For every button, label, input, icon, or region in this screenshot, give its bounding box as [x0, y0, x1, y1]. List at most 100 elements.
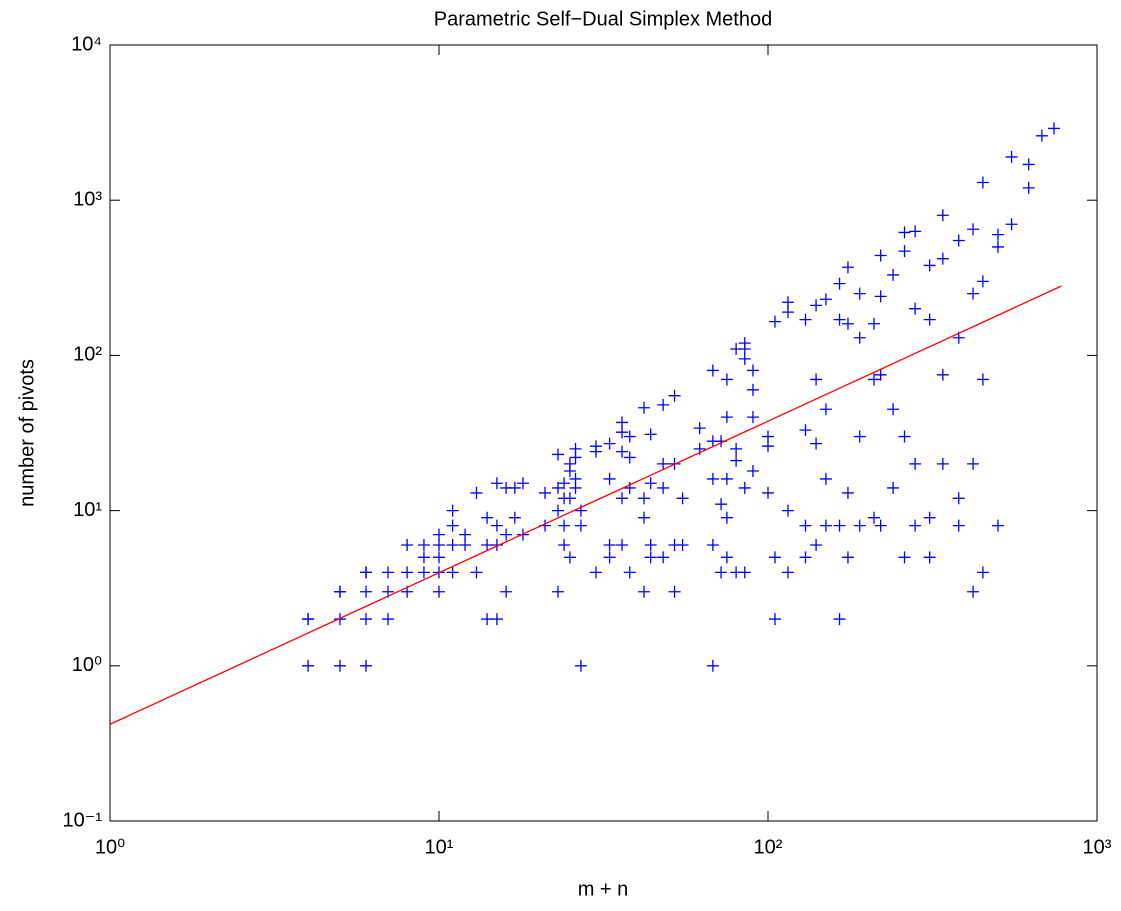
data-point	[490, 539, 503, 552]
data-point	[715, 498, 728, 511]
data-point	[616, 539, 629, 552]
data-point	[603, 539, 616, 552]
x-tick-label: 10²	[754, 836, 783, 858]
y-tick-label: 10⁻¹	[63, 809, 103, 831]
data-point	[799, 313, 812, 326]
x-tick-label: 10³	[1083, 836, 1112, 858]
data-point	[706, 364, 719, 377]
data-point	[819, 293, 832, 306]
data-point	[730, 442, 743, 455]
data-point	[706, 659, 719, 672]
data-point	[446, 566, 459, 579]
data-point	[569, 472, 582, 485]
data-point	[976, 176, 989, 189]
data-point	[1035, 129, 1048, 142]
data-point	[563, 457, 576, 470]
data-point	[868, 317, 881, 330]
data-point	[923, 551, 936, 564]
data-point	[746, 364, 759, 377]
data-point	[616, 445, 629, 458]
data-point	[470, 566, 483, 579]
data-point	[898, 226, 911, 239]
data-point	[898, 551, 911, 564]
data-point	[563, 551, 576, 564]
data-point	[853, 430, 866, 443]
data-point	[382, 613, 395, 626]
data-point	[810, 299, 823, 312]
data-point	[833, 519, 846, 532]
data-point	[936, 457, 949, 470]
data-point	[500, 585, 513, 598]
data-point	[868, 373, 881, 386]
data-point	[976, 566, 989, 579]
data-point	[781, 566, 794, 579]
data-point	[302, 659, 315, 672]
data-point	[433, 539, 445, 552]
data-point	[603, 551, 616, 564]
data-point	[644, 551, 657, 564]
data-point	[898, 245, 911, 258]
data-point	[909, 302, 922, 315]
data-point	[923, 313, 936, 326]
y-tick-label: 10⁰	[72, 654, 102, 676]
data-point	[446, 539, 459, 552]
data-point	[558, 519, 571, 532]
data-point	[874, 519, 887, 532]
data-point	[623, 451, 636, 464]
data-point	[706, 539, 719, 552]
data-point	[470, 486, 483, 499]
data-point	[1005, 150, 1018, 163]
data-point	[936, 252, 949, 265]
data-point	[833, 277, 846, 290]
data-point	[841, 261, 854, 274]
data-point	[657, 457, 670, 470]
data-point	[967, 223, 980, 236]
data-point	[644, 539, 657, 552]
data-point	[898, 430, 911, 443]
data-point	[638, 492, 651, 505]
data-point	[552, 585, 565, 598]
data-point	[459, 528, 472, 541]
data-point	[589, 566, 602, 579]
data-point	[382, 566, 395, 579]
data-point	[952, 519, 965, 532]
data-point	[433, 551, 445, 564]
data-point	[644, 477, 657, 490]
data-point	[574, 504, 587, 517]
data-point	[762, 486, 774, 499]
data-point	[360, 613, 373, 626]
data-point	[720, 411, 733, 424]
data-point	[720, 472, 733, 485]
data-point	[738, 337, 751, 350]
data-point	[433, 528, 445, 541]
data-point	[819, 519, 832, 532]
data-point	[768, 551, 781, 564]
data-point	[1005, 218, 1018, 231]
data-point	[481, 511, 494, 524]
y-tick-label: 10¹	[73, 499, 102, 521]
data-point	[738, 566, 751, 579]
data-point	[539, 486, 552, 499]
data-point	[500, 528, 513, 541]
data-point	[574, 519, 587, 532]
data-point	[401, 566, 414, 579]
data-point	[638, 401, 651, 414]
data-point	[558, 539, 571, 552]
x-tick-label: 10⁰	[95, 836, 125, 858]
chart-title: Parametric Self−Dual Simplex Method	[434, 8, 772, 30]
data-point	[887, 403, 900, 416]
data-point	[746, 464, 759, 477]
data-point	[887, 268, 900, 281]
data-point	[841, 317, 854, 330]
data-point	[516, 477, 529, 490]
data-point	[603, 472, 616, 485]
fit-line	[109, 285, 1062, 725]
data-point	[563, 492, 576, 505]
data-point	[952, 234, 965, 247]
data-point	[976, 373, 989, 386]
data-point	[360, 659, 373, 672]
data-point	[360, 566, 373, 579]
data-point	[603, 437, 616, 450]
data-point	[638, 511, 651, 524]
